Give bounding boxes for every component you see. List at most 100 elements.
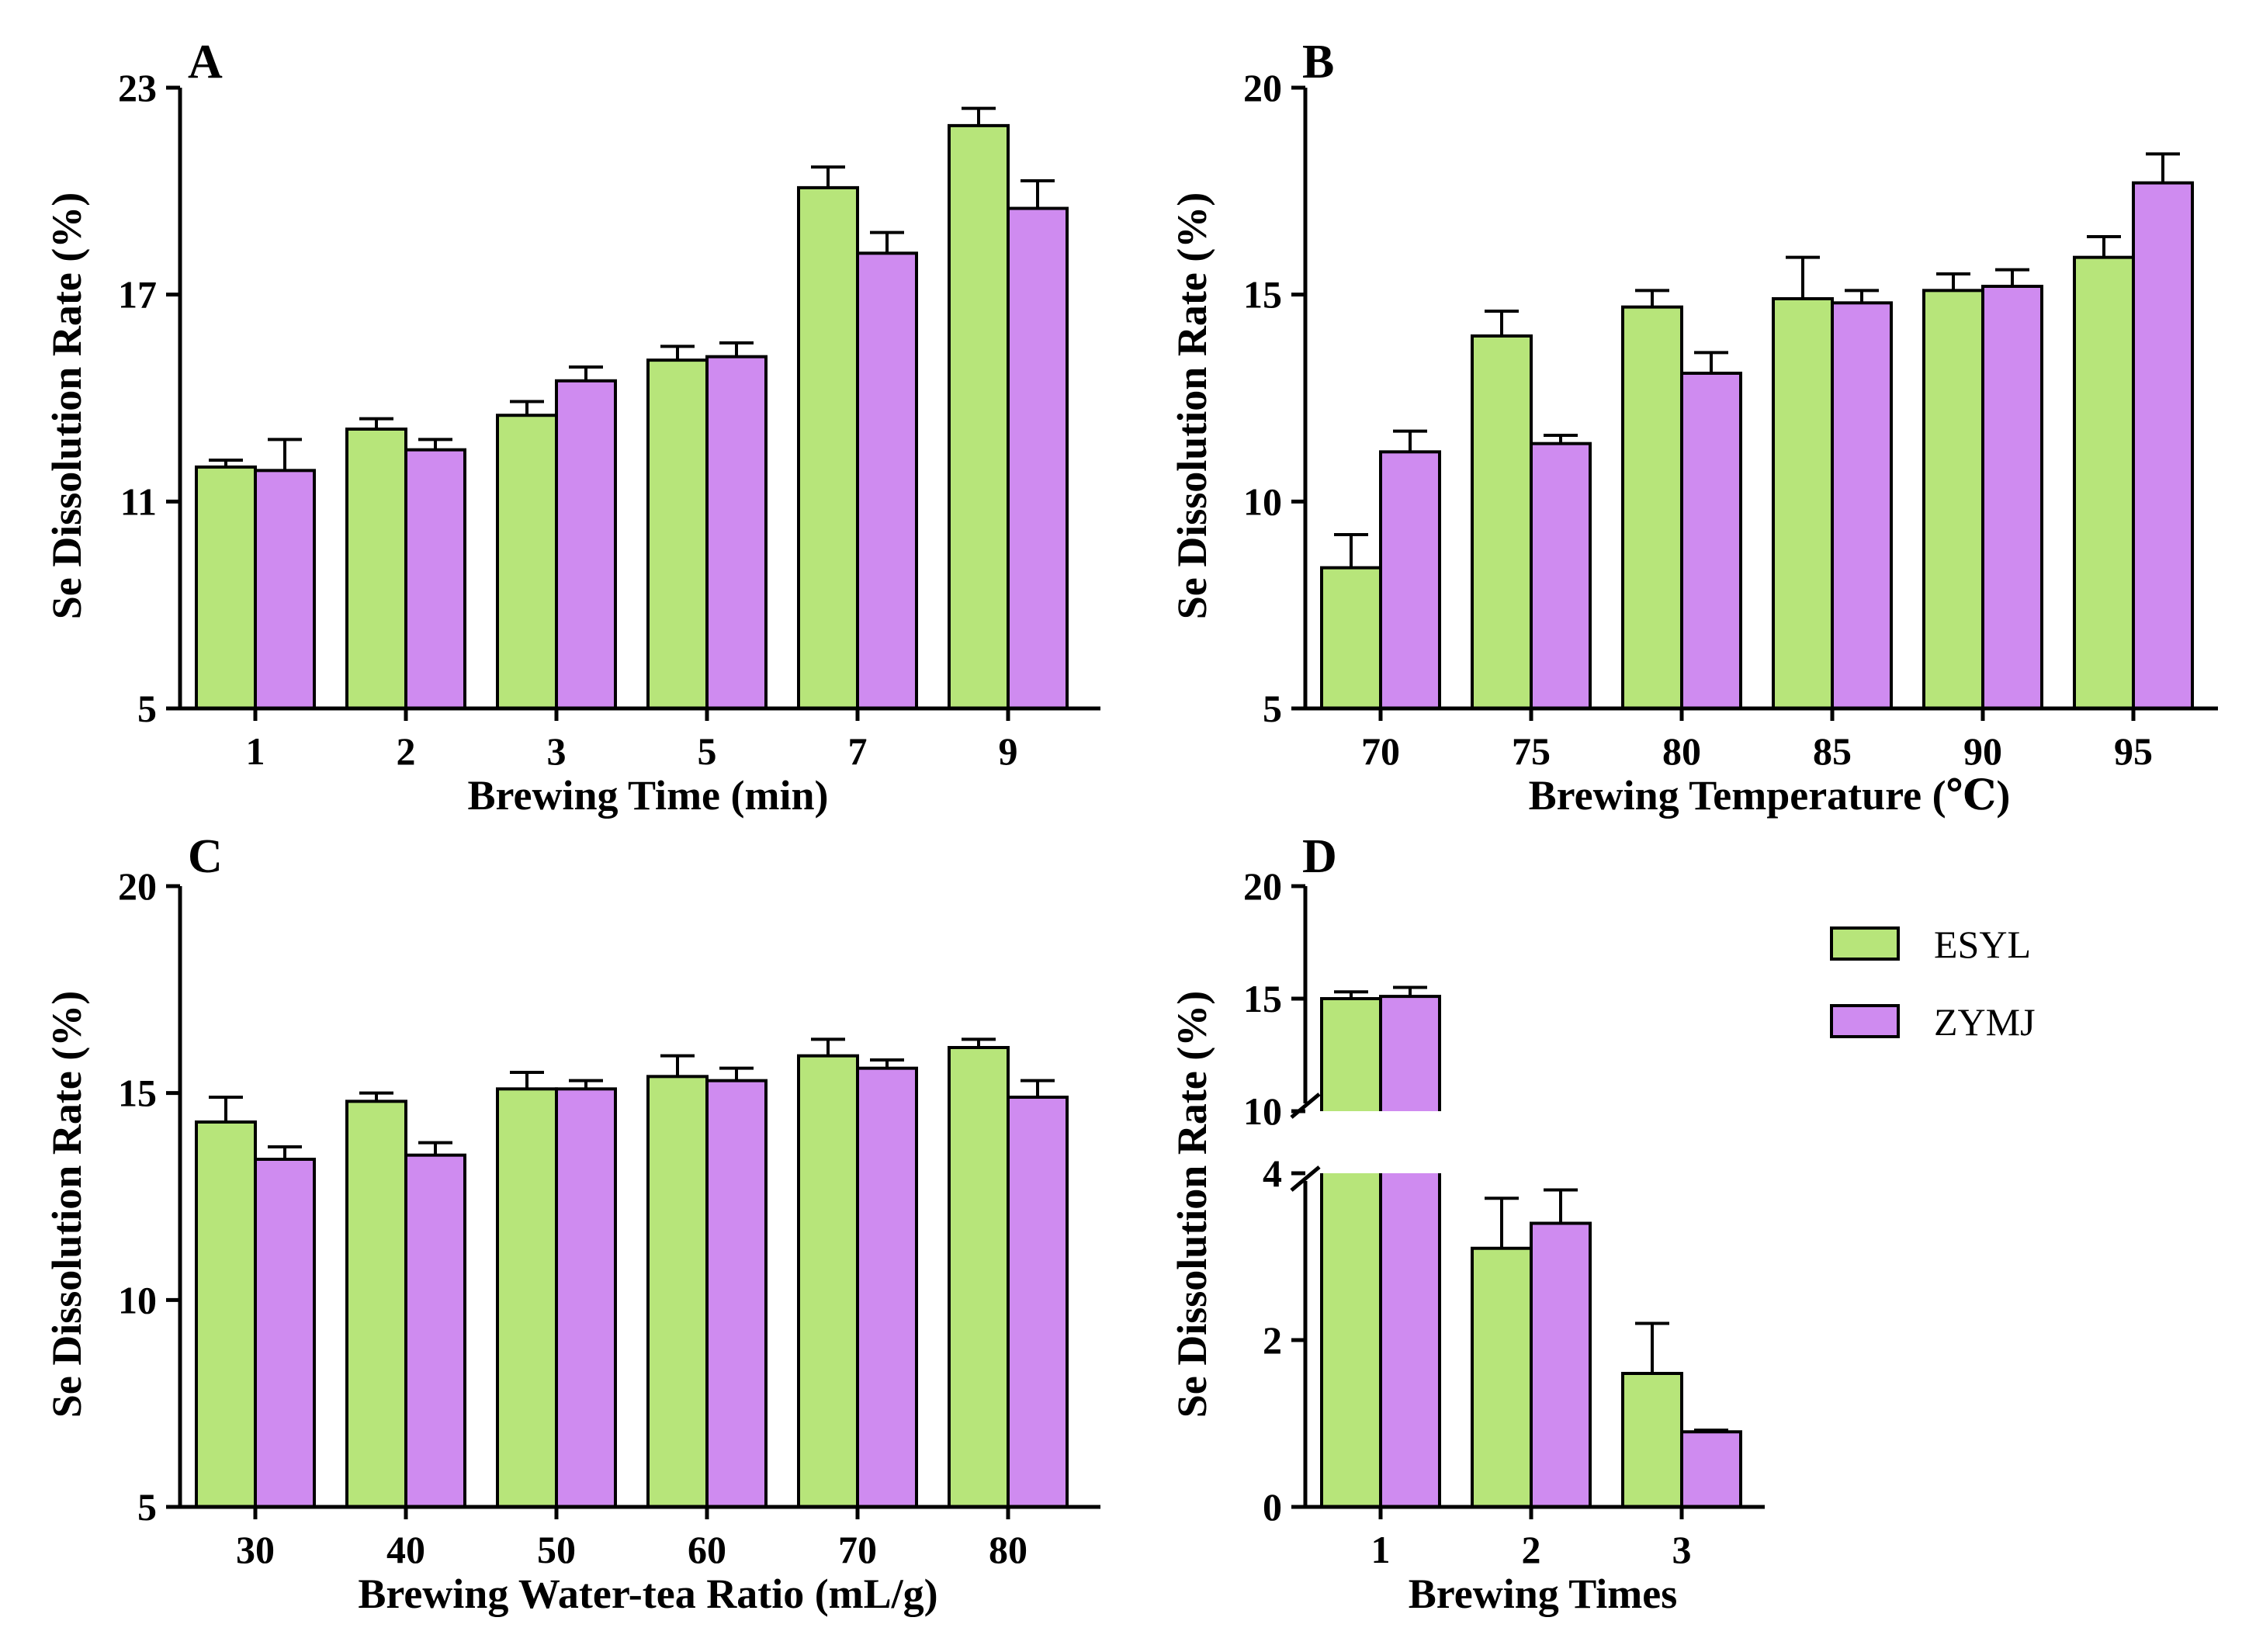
axis-break-gap-d: [1282, 1111, 1606, 1173]
error-bar-c-esyl-40: [359, 1091, 393, 1102]
x-tick-label-a-2: 2: [397, 729, 416, 773]
bar-b-zymj-80: [1680, 372, 1742, 710]
error-bar-d-zymj-2: [1544, 1188, 1578, 1224]
error-bar-d-esyl-3: [1635, 1321, 1669, 1373]
error-bar-d-esyl-1: [1334, 990, 1368, 999]
error-bar-c-esyl-70: [811, 1037, 845, 1056]
error-bar-a-esyl-3: [510, 400, 544, 416]
bar-d-esyl-2: [1471, 1246, 1533, 1508]
panel-letter-b: B: [1302, 36, 1334, 88]
y-tick-label-c-5: 5: [137, 1485, 157, 1529]
bar-c-zymj-80: [1007, 1096, 1069, 1508]
y-tick-label-a-11: 11: [120, 480, 157, 523]
error-bar-b-esyl-95: [2087, 235, 2121, 258]
bar-c-esyl-60: [646, 1075, 709, 1509]
y-tick-label-a-23: 23: [118, 66, 157, 109]
x-tick-label-c-60: 60: [688, 1528, 726, 1571]
error-bar-b-zymj-95: [2146, 152, 2180, 183]
bar-c-zymj-40: [404, 1153, 466, 1508]
y-tick-label-d-15: 15: [1243, 977, 1282, 1020]
panel-c: C 30 40 50 60 70 80 5 10 15 20 Brewing Water-tea Ra…: [43, 830, 1100, 1617]
bar-d-esyl-1: [1320, 997, 1382, 1508]
y-tick-label-b-20: 20: [1243, 66, 1282, 109]
error-bar-c-zymj-50: [569, 1079, 603, 1089]
y-axis-title-d: Se Dissolution Rate (%): [1169, 991, 1215, 1418]
x-tick-label-a-9: 9: [999, 729, 1018, 773]
bar-c-esyl-30: [195, 1120, 257, 1508]
bar-c-zymj-30: [254, 1158, 316, 1508]
error-bar-c-esyl-60: [660, 1054, 695, 1077]
bar-a-zymj-9: [1007, 206, 1069, 710]
bar-b-esyl-75: [1471, 334, 1533, 710]
bar-d-zymj-2: [1530, 1221, 1592, 1508]
error-bar-b-zymj-70: [1393, 429, 1427, 452]
x-tick-label-c-70: 70: [838, 1528, 877, 1571]
x-tick-label-a-1: 1: [246, 729, 265, 773]
error-bar-b-esyl-85: [1786, 255, 1820, 299]
y-tick-label-b-15: 15: [1243, 273, 1282, 317]
x-tick-label-c-80: 80: [989, 1528, 1027, 1571]
y-tick-label-b-5: 5: [1263, 687, 1282, 730]
axis-break-mark-lower-d: [1290, 1165, 1321, 1192]
bar-d-esyl-3: [1621, 1372, 1683, 1508]
x-tick-label-a-5: 5: [698, 729, 717, 773]
error-bar-b-zymj-85: [1845, 289, 1879, 303]
bar-b-esyl-90: [1922, 289, 1984, 711]
bar-c-esyl-70: [797, 1054, 859, 1508]
bar-a-esyl-9: [948, 123, 1010, 710]
bar-b-esyl-80: [1621, 305, 1683, 710]
error-bar-b-zymj-75: [1544, 434, 1578, 444]
bar-b-esyl-70: [1320, 566, 1382, 711]
y-axis-title-a: Se Dissolution Rate (%): [43, 192, 90, 620]
x-tick-label-b-70: 70: [1361, 729, 1400, 773]
y-tick-label-c-10: 10: [118, 1278, 157, 1321]
error-bar-b-esyl-80: [1635, 289, 1669, 307]
error-bar-b-zymj-80: [1694, 351, 1728, 373]
x-axis-title-b: Brewing Temperature (℃): [1529, 772, 2011, 819]
error-bar-d-zymj-3: [1694, 1429, 1728, 1432]
error-bar-a-esyl-2: [359, 417, 393, 429]
legend-swatch-zymj: [1830, 1004, 1900, 1038]
bar-a-esyl-7: [797, 185, 859, 710]
x-tick-label-d-2: 2: [1522, 1528, 1541, 1571]
y-axis-title-c: Se Dissolution Rate (%): [43, 991, 90, 1418]
y-tick-label-d-0: 0: [1263, 1485, 1282, 1529]
bar-b-zymj-95: [2132, 181, 2194, 710]
y-tick-label-a-5: 5: [137, 687, 157, 730]
error-bar-a-zymj-9: [1021, 179, 1055, 209]
y-tick-label-d-20: 20: [1243, 864, 1282, 908]
panel-letter-a: A: [188, 36, 223, 88]
y-tick-label-a-17: 17: [118, 273, 157, 317]
x-axis-title-d: Brewing Times: [1409, 1571, 1678, 1617]
panel-letter-d: D: [1302, 830, 1337, 883]
legend-swatch-esyl: [1830, 926, 1900, 961]
bar-b-zymj-85: [1831, 301, 1893, 711]
error-bar-c-zymj-60: [719, 1066, 754, 1081]
error-bar-a-esyl-5: [660, 345, 695, 361]
bar-b-zymj-90: [1981, 285, 2043, 710]
error-bar-d-esyl-2: [1485, 1197, 1519, 1249]
error-bar-a-esyl-9: [962, 106, 996, 126]
legend-label-zymj: ZYMJ: [1934, 1000, 2036, 1044]
bar-a-zymj-1: [254, 469, 316, 710]
error-bar-a-esyl-1: [209, 459, 243, 467]
x-tick-label-d-1: 1: [1371, 1528, 1391, 1571]
bar-c-esyl-80: [948, 1046, 1010, 1508]
y-axis-title-b: Se Dissolution Rate (%): [1169, 192, 1215, 620]
legend: ESYL ZYMJ: [1830, 923, 2036, 1044]
bar-b-zymj-75: [1530, 442, 1592, 711]
x-tick-label-c-30: 30: [236, 1528, 275, 1571]
bar-a-zymj-5: [705, 355, 768, 710]
bar-a-esyl-3: [496, 414, 558, 710]
error-bar-a-zymj-5: [719, 341, 754, 357]
x-tick-label-b-75: 75: [1512, 729, 1551, 773]
bar-c-zymj-70: [856, 1066, 918, 1508]
bar-a-zymj-7: [856, 251, 918, 711]
x-tick-label-b-80: 80: [1662, 729, 1701, 773]
bar-a-esyl-2: [345, 428, 407, 710]
error-bar-b-zymj-90: [1995, 268, 2029, 286]
bar-d-zymj-3: [1680, 1430, 1742, 1508]
error-bar-b-esyl-90: [1936, 272, 1970, 291]
bar-c-esyl-40: [345, 1100, 407, 1509]
